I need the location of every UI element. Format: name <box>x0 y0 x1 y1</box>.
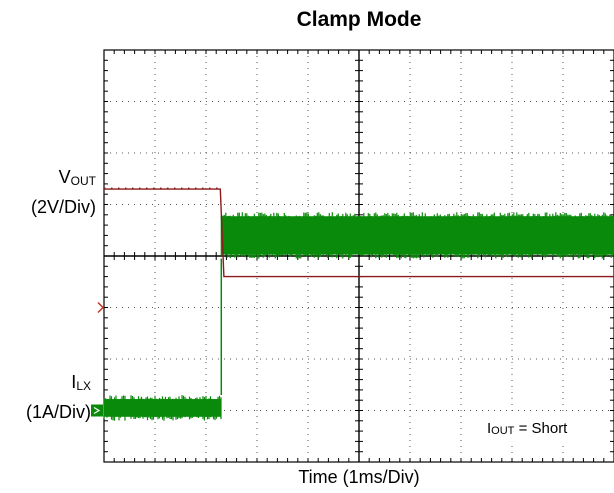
ilx-ref-marker-arrow <box>93 406 101 415</box>
vout-noise-dot <box>216 187 218 190</box>
ilx-channel-label: ILX (1A/Div) <box>0 368 91 426</box>
vout-noise-dot <box>132 187 134 190</box>
vout-noise-dot <box>153 187 155 190</box>
ilx-ref-marker <box>91 404 103 417</box>
vout-noise-dot <box>125 187 127 190</box>
ilx-noise-0 <box>103 395 222 421</box>
ilx-scale-label: (1A/Div) <box>25 402 91 422</box>
vout-noise-dot <box>104 187 106 190</box>
vout-channel-label: VOUT (2V/Div) <box>0 163 96 221</box>
ilx-label-main: I <box>71 372 77 392</box>
vout-noise-dot <box>118 187 120 190</box>
vout-noise-dot <box>209 187 211 190</box>
vout-noise-dot <box>195 187 197 190</box>
chart-title: Clamp Mode <box>296 8 422 31</box>
vout-noise-dot <box>146 187 148 190</box>
annot-sub: OUT <box>491 425 515 437</box>
vout-noise-dot <box>174 187 176 190</box>
annotation-box <box>482 416 600 442</box>
ilx-label-sub: LX <box>76 379 91 393</box>
vout-trace <box>104 188 614 278</box>
vout-noise-dot <box>202 187 204 190</box>
vout-noise-dot <box>139 187 141 190</box>
vout-label-main: V <box>58 167 71 187</box>
x-axis-label: Time (1ms/Div) <box>298 467 420 487</box>
vout-noise-dot <box>167 187 169 190</box>
vout-ref-marker <box>97 301 105 314</box>
vout-label-sub: OUT <box>70 174 96 188</box>
vout-noise-dot <box>188 187 190 190</box>
vout-noise-dot <box>111 187 113 190</box>
vout-noise-dot <box>160 187 162 190</box>
annot-text: = Short <box>514 420 568 437</box>
iout-annotation: IOUT = Short <box>487 420 567 437</box>
annot-main: I <box>487 420 492 437</box>
ilx-noise-1 <box>220 212 614 259</box>
vout-scale-label: (2V/Div) <box>30 197 96 217</box>
vout-noise-dot <box>181 187 183 190</box>
